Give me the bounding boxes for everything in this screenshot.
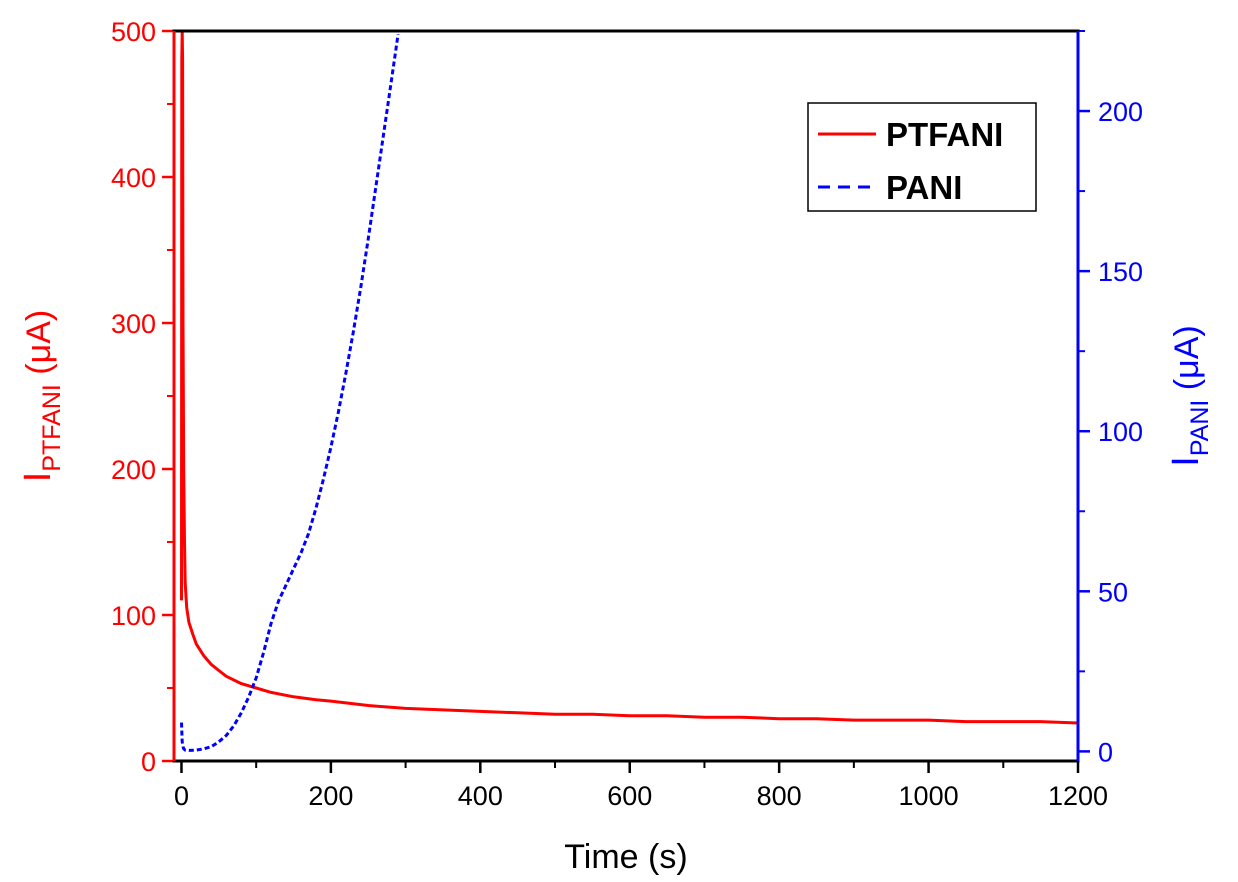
x-tick-label: 800 — [757, 781, 802, 811]
x-axis-title: Time (s) — [564, 838, 687, 876]
y-right-axis: 0 50 100 150 200 — [1078, 30, 1143, 767]
y-right-tick-label: 200 — [1098, 97, 1143, 127]
y-left-tick-label: 400 — [111, 163, 156, 193]
x-axis: 0 200 400 600 800 1000 1200 — [174, 761, 1108, 811]
y-left-tick-label: 0 — [141, 747, 156, 777]
y-right-label-main: I — [1165, 456, 1207, 467]
series-line-ptfani — [180, 29, 1079, 725]
y-left-label-sub: PTFANI — [38, 384, 66, 472]
y-left-tick-label: 500 — [111, 17, 156, 47]
y-right-label-unit: (μA) — [1168, 325, 1206, 399]
x-tick-label: 1000 — [899, 781, 959, 811]
y-left-axis: 0 100 200 300 400 500 — [111, 17, 174, 777]
x-tick-label: 600 — [607, 781, 652, 811]
y-left-label-main: I — [17, 472, 59, 483]
y-left-tick-label: 300 — [111, 309, 156, 339]
y-left-tick-label: 200 — [111, 455, 156, 485]
y-right-tick-label: 0 — [1098, 737, 1113, 767]
y-right-tick-label: 150 — [1098, 257, 1143, 287]
y-right-label-sub: PANI — [1186, 400, 1214, 457]
series-line-pani — [180, 33, 400, 752]
y-right-axis-title: IPANI (μA) — [1165, 325, 1214, 466]
x-tick-label: 1200 — [1048, 781, 1108, 811]
legend-box — [807, 102, 1037, 212]
y-right-tick-label: 50 — [1098, 577, 1128, 607]
y-left-tick-label: 100 — [111, 601, 156, 631]
plot-lines — [180, 29, 1079, 752]
y-left-label-unit: (μA) — [20, 310, 58, 384]
legend-label-ptfani: PTFANI — [886, 116, 1003, 153]
x-tick-label: 0 — [174, 781, 189, 811]
y-left-axis-title: IPTFANI (μA) — [17, 310, 66, 482]
legend: PTFANI PANI — [807, 102, 1037, 212]
x-tick-label: 400 — [458, 781, 503, 811]
x-tick-label: 200 — [308, 781, 353, 811]
legend-label-pani: PANI — [886, 169, 962, 206]
y-right-tick-label: 100 — [1098, 417, 1143, 447]
